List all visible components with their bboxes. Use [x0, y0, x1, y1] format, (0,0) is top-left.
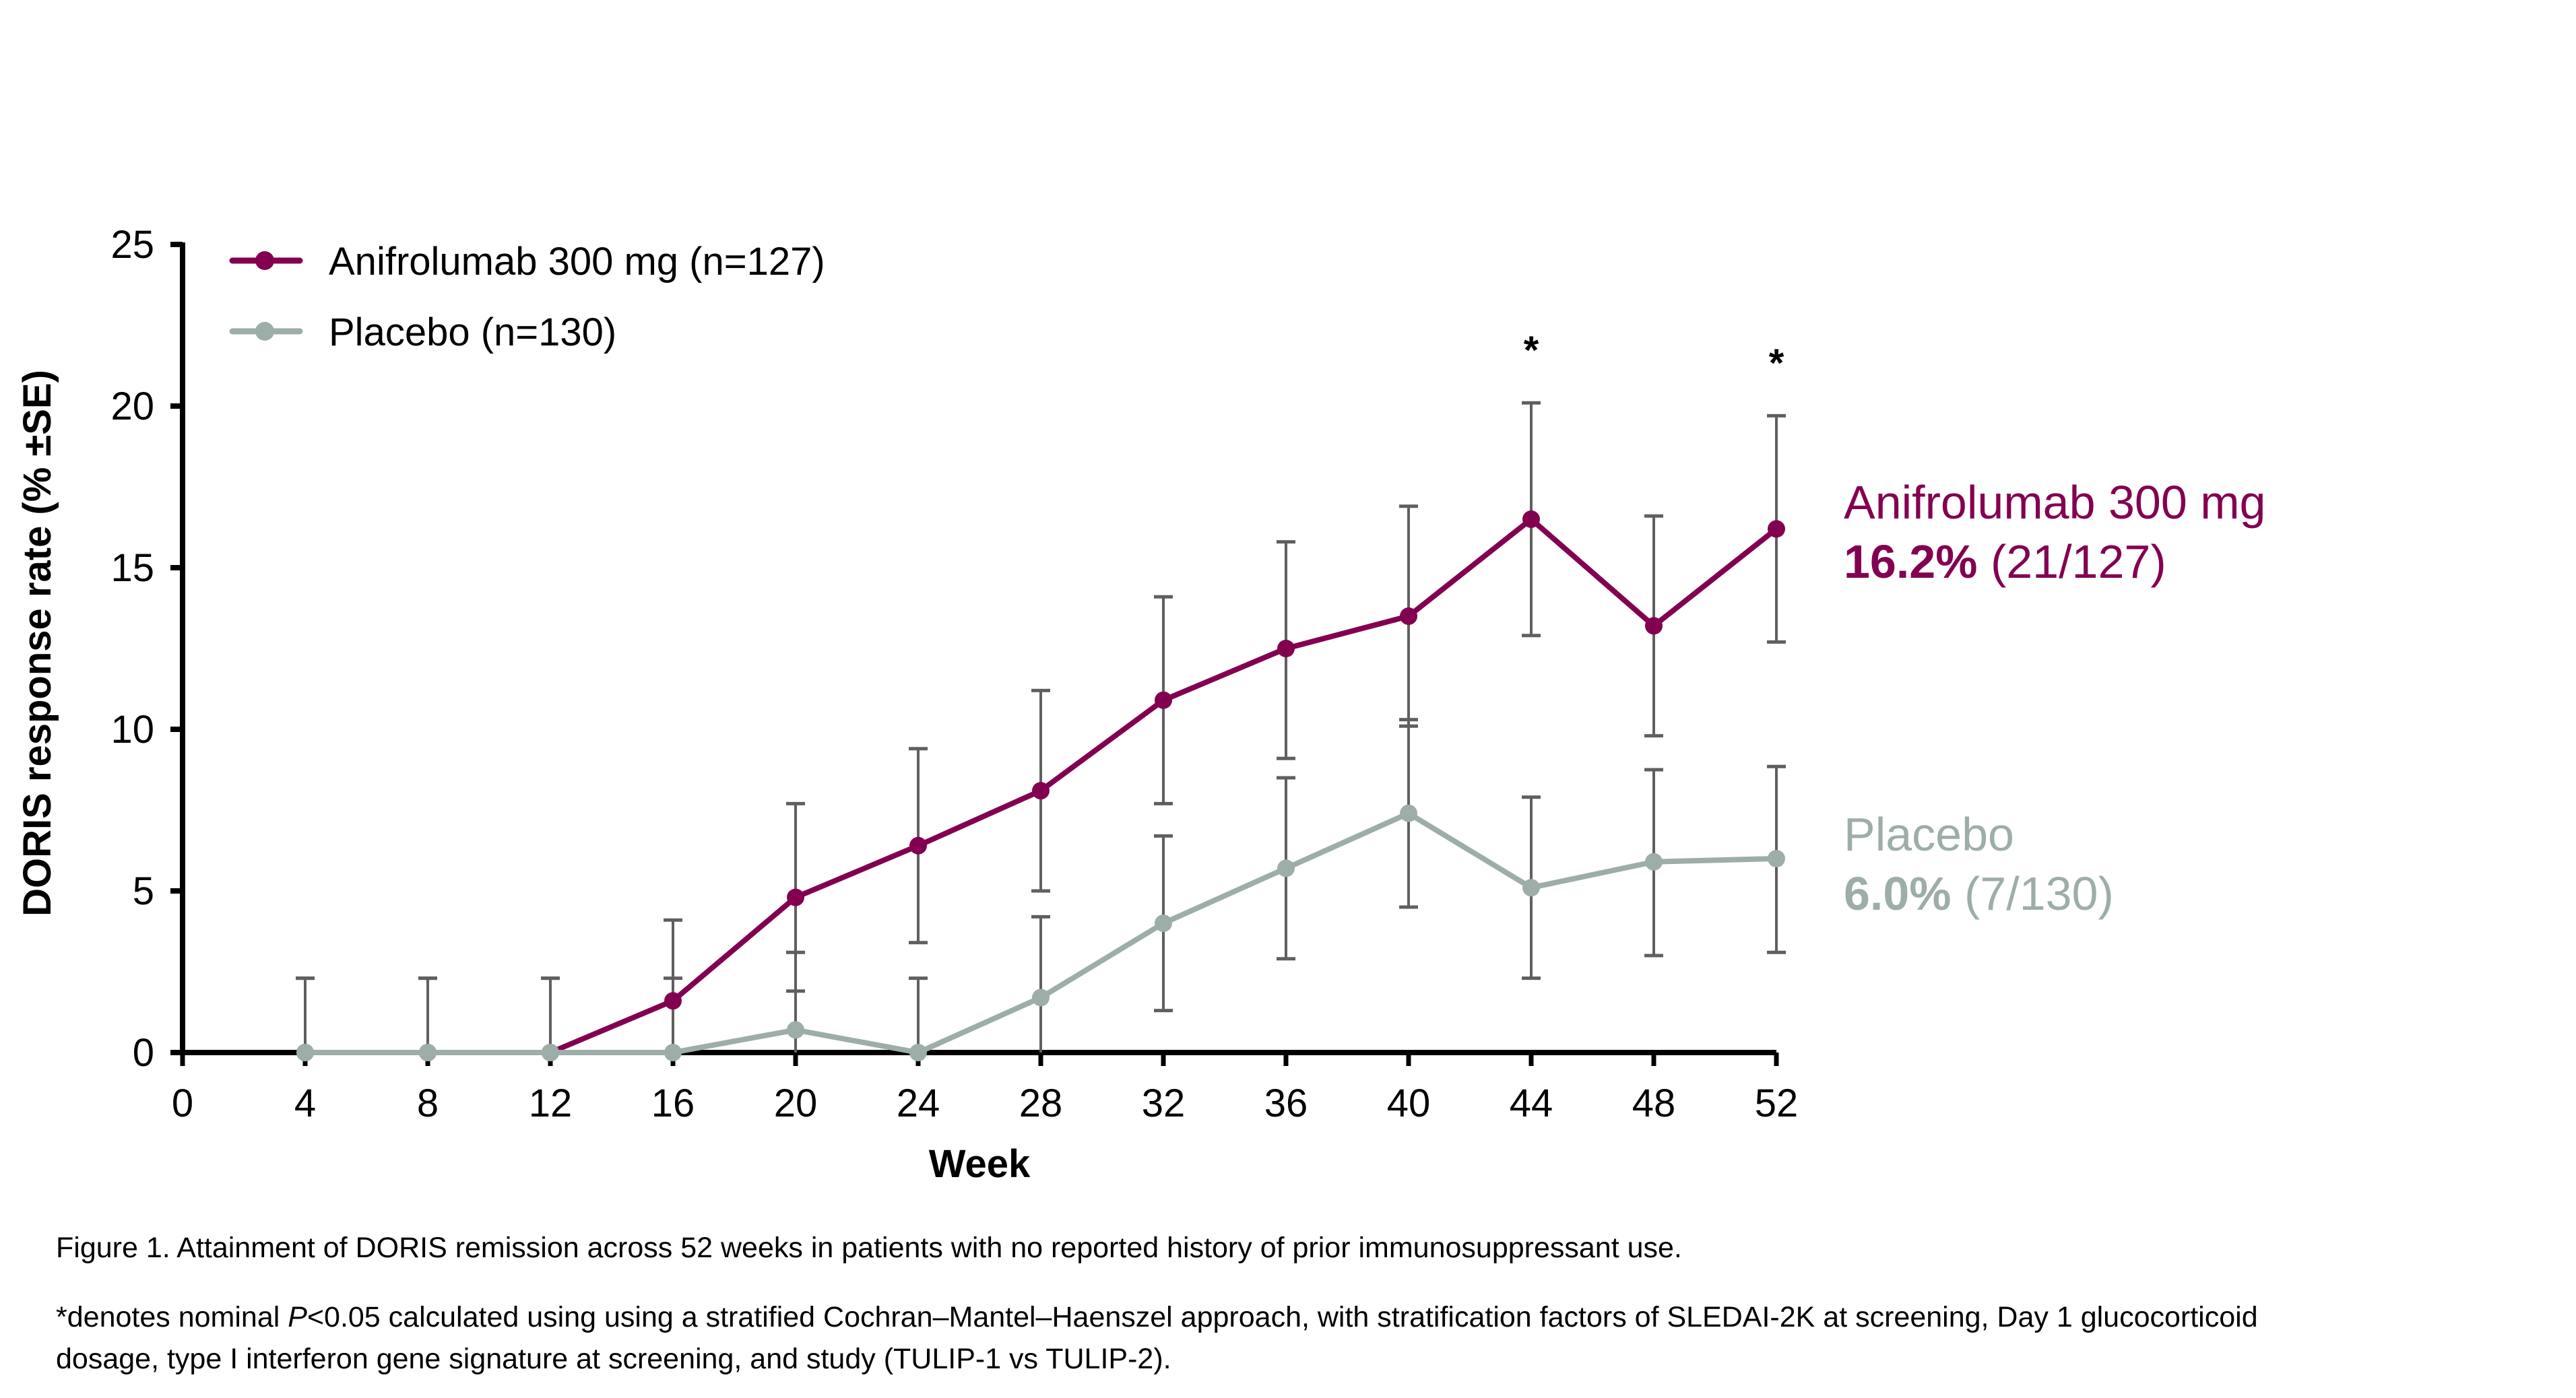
error-bars [296, 401, 1786, 1053]
data-point-anifrolumab [1768, 520, 1785, 538]
data-point-placebo [296, 1044, 314, 1061]
y-tick-label: 25 [110, 223, 154, 267]
x-tick-label: 4 [294, 1081, 316, 1125]
data-point-anifrolumab [1155, 691, 1172, 709]
end-label-count: (7/130) [1964, 867, 2114, 920]
data-point-anifrolumab [1032, 782, 1050, 800]
x-tick-label: 8 [417, 1081, 439, 1125]
x-tick-label: 12 [529, 1081, 573, 1125]
end-labels: Anifrolumab 300 mg 16.2% (21/127) Placebo 6… [1844, 476, 2265, 920]
series-lines [296, 510, 1785, 1061]
figure-caption: Figure 1. Attainment of DORIS remission … [56, 1232, 1682, 1264]
annotations: * * [1524, 329, 1784, 385]
data-point-placebo [419, 1044, 437, 1061]
x-tick-label: 0 [172, 1081, 193, 1125]
significance-asterisk: * [1524, 329, 1539, 372]
footnote: *denotes nominal P<0.05 calculated using… [56, 1296, 2346, 1380]
x-tick-label: 44 [1510, 1081, 1553, 1125]
footnote-pre: *denotes nominal [56, 1301, 288, 1333]
data-point-anifrolumab [1277, 640, 1295, 657]
data-point-placebo [1768, 850, 1785, 867]
x-tick-label: 16 [651, 1081, 695, 1125]
data-point-anifrolumab [787, 888, 804, 906]
footnote-post: <0.05 calculated using using a stratifie… [56, 1301, 2258, 1375]
x-axis-title: Week [929, 1142, 1031, 1186]
y-tick-label: 10 [110, 708, 154, 752]
legend-marker [255, 322, 274, 341]
data-point-placebo [787, 1021, 804, 1039]
legend: Anifrolumab 300 mg (n=127) Placebo (n=130… [229, 240, 825, 354]
data-point-placebo [1522, 879, 1540, 897]
data-point-placebo [1032, 989, 1050, 1007]
data-point-placebo [1277, 859, 1295, 877]
legend-marker [255, 251, 274, 270]
data-point-placebo [664, 1044, 682, 1061]
x-tick-label: 20 [774, 1081, 818, 1125]
legend-label: Placebo (n=130) [329, 310, 616, 354]
x-tick-label: 52 [1755, 1081, 1799, 1125]
x-tick-label: 32 [1142, 1081, 1186, 1125]
y-tick-label: 15 [110, 546, 154, 590]
data-point-anifrolumab [664, 992, 682, 1010]
y-tick-label: 0 [133, 1031, 154, 1075]
x-tick-label: 36 [1264, 1081, 1308, 1125]
y-tick-label: 5 [133, 869, 154, 913]
end-label-name: Anifrolumab 300 mg [1844, 476, 2265, 529]
data-point-anifrolumab [1400, 607, 1417, 625]
data-point-placebo [1645, 853, 1663, 871]
data-point-placebo [1400, 804, 1417, 822]
end-label-percent: 6.0% [1844, 867, 1964, 920]
x-tick-label: 24 [897, 1081, 940, 1125]
data-point-anifrolumab [909, 836, 927, 855]
end-label-count: (21/127) [1991, 535, 2166, 588]
footnote-p-italic: P [288, 1301, 307, 1333]
x-tick-label: 48 [1632, 1081, 1676, 1125]
end-label-percent: 16.2% [1844, 535, 1991, 588]
data-point-anifrolumab [1522, 510, 1540, 528]
legend-label: Anifrolumab 300 mg (n=127) [329, 240, 825, 284]
significance-asterisk: * [1769, 341, 1784, 385]
end-label-value: 16.2% (21/127) [1844, 535, 2166, 588]
data-point-placebo [909, 1044, 927, 1061]
y-tick-label: 20 [110, 385, 154, 428]
x-tick-label: 28 [1019, 1081, 1063, 1125]
data-point-placebo [1155, 914, 1172, 932]
data-point-anifrolumab [1645, 617, 1663, 635]
x-tick-label: 40 [1387, 1081, 1431, 1125]
end-label-value: 6.0% (7/130) [1844, 867, 2114, 920]
data-point-placebo [542, 1044, 559, 1061]
y-axis-title: DORIS response rate (% ±SE) [15, 370, 59, 917]
end-label-name: Placebo [1844, 808, 2014, 861]
